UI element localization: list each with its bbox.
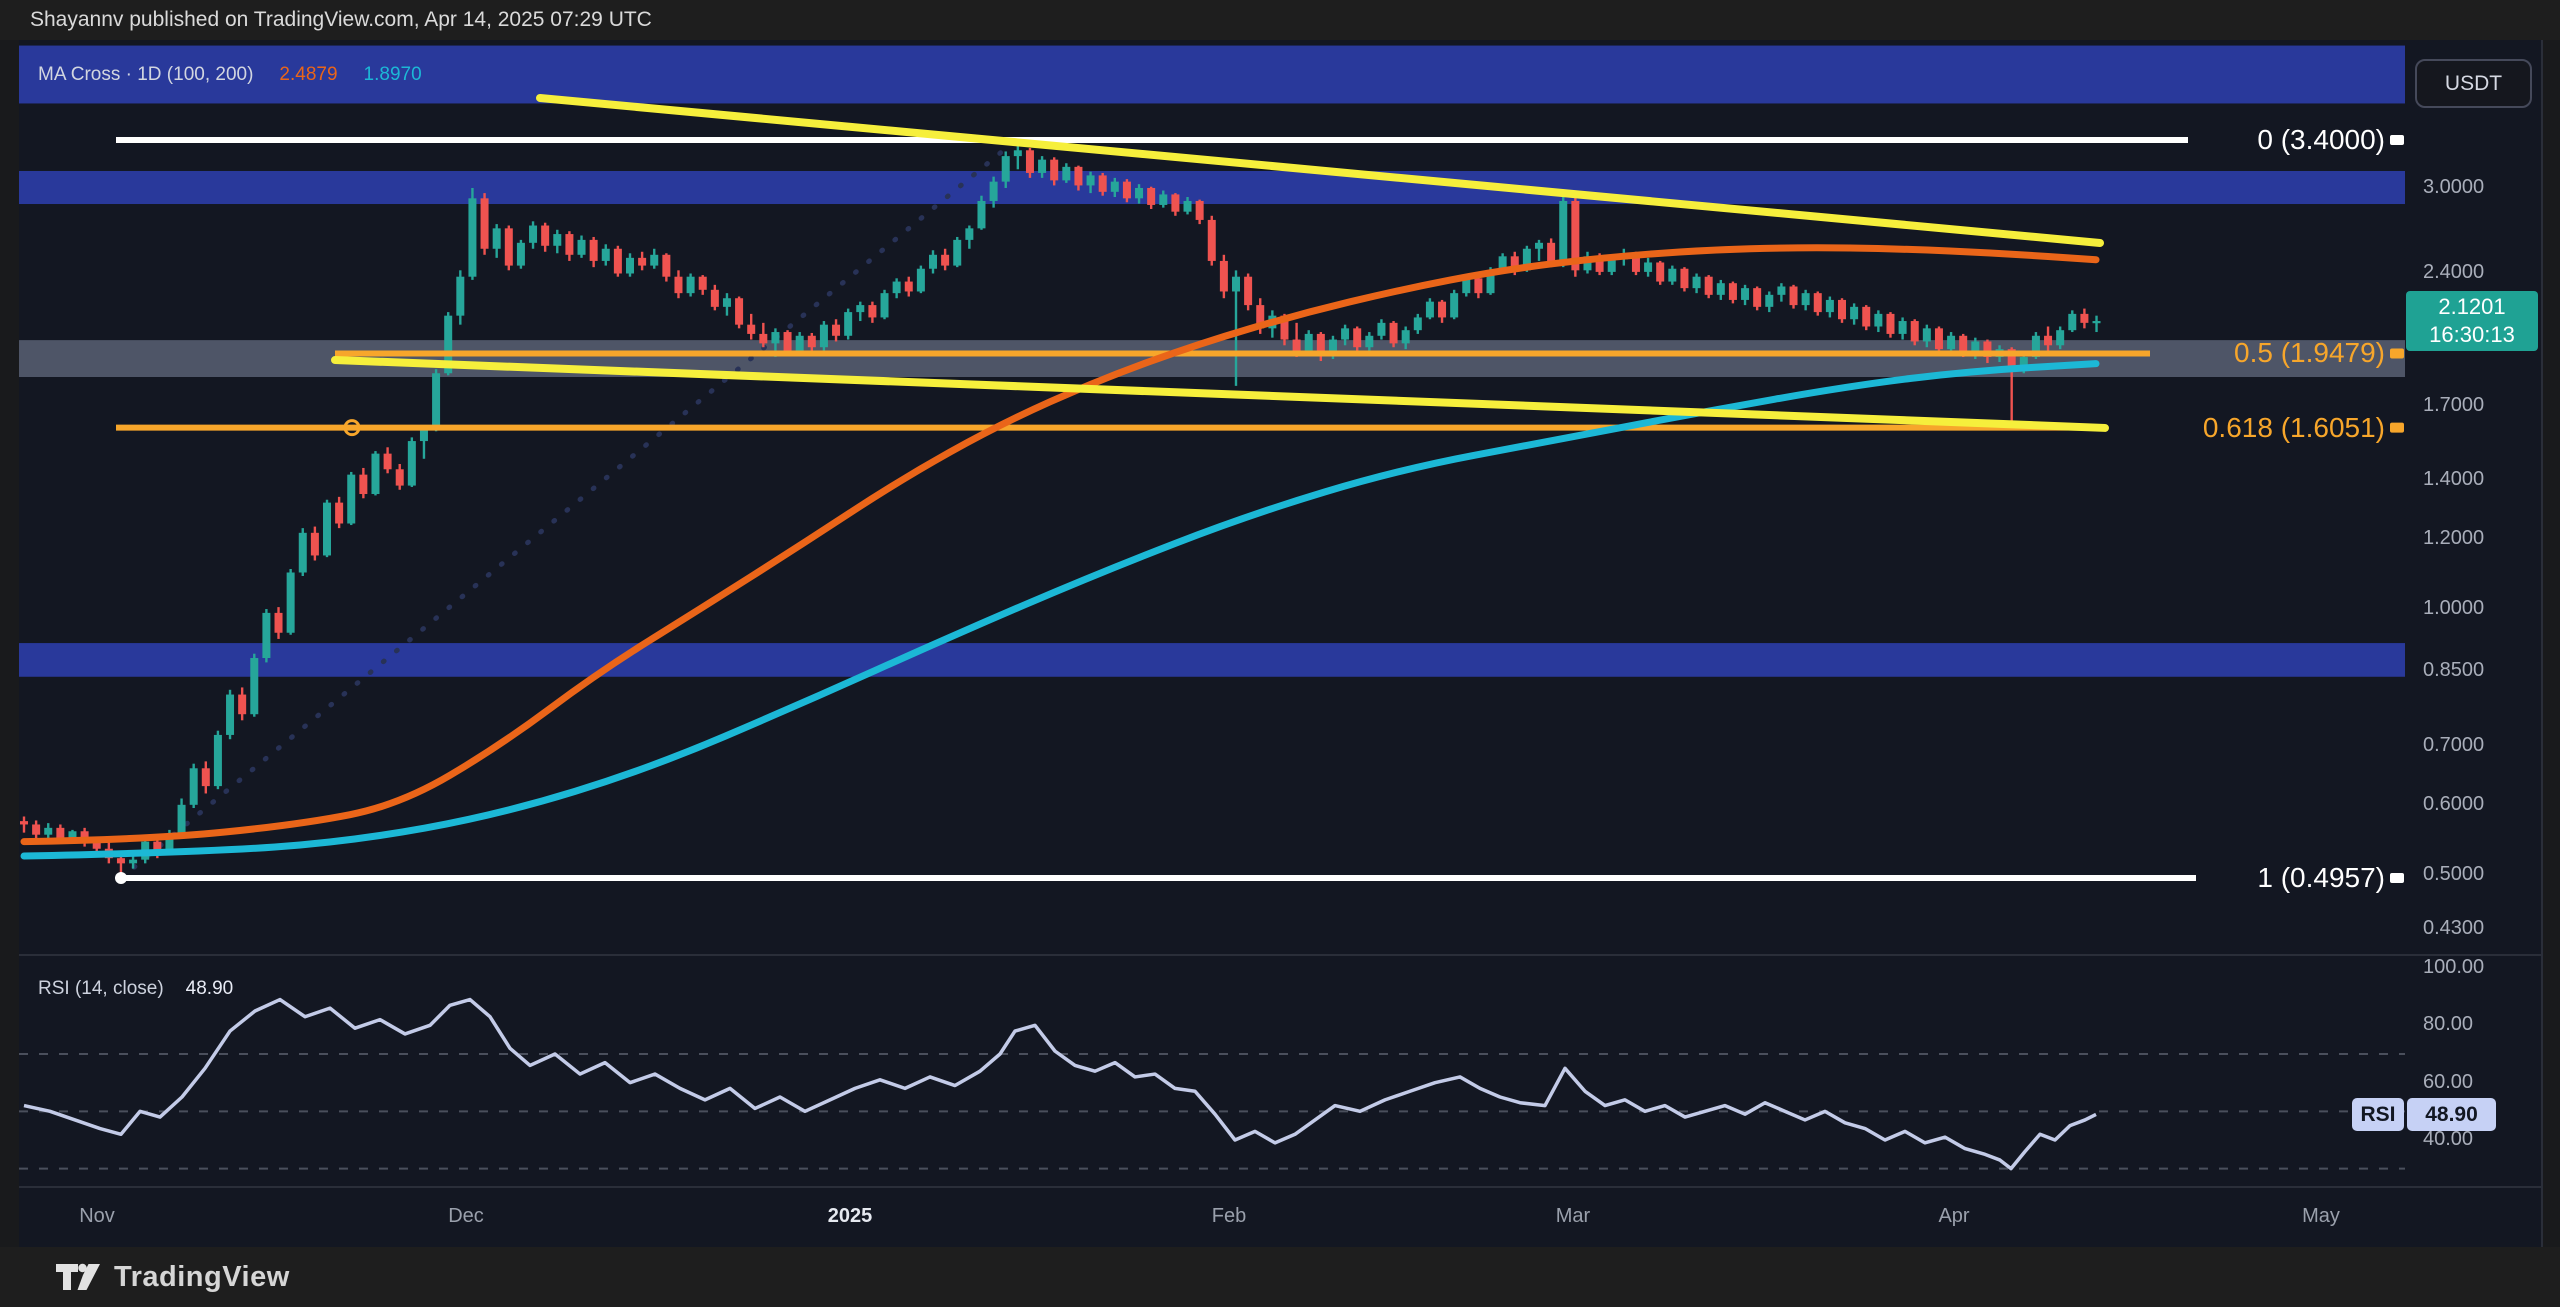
time-axis-label: Mar: [1555, 1205, 1591, 1227]
rsi-legend-title: RSI (14, close): [38, 978, 164, 999]
attribution-bar: Shayannv published on TradingView.com, A…: [0, 0, 2560, 40]
scale-tick-label: 0.4300: [2423, 916, 2485, 939]
scale-tick-label: 1.4000: [2423, 468, 2485, 491]
last-price-value: 2.1201: [2438, 294, 2506, 320]
rsi-legend[interactable]: RSI (14, close) 48.90: [38, 978, 233, 1000]
last-price-badge: 2.1201 16:30:13: [2406, 291, 2538, 352]
footer-bar: TradingView: [0, 1247, 2560, 1307]
fib-label-0[interactable]: 0 (3.4000): [2257, 124, 2385, 155]
brand-name[interactable]: TradingView: [114, 1260, 290, 1293]
ma-cross-legend-title: MA Cross · 1D (100, 200): [38, 64, 254, 85]
scale-tick-label: 80.00: [2423, 1013, 2474, 1036]
fib-label-3[interactable]: 1 (0.4957): [2257, 862, 2385, 893]
indicator-legend[interactable]: MA Cross · 1D (100, 200) 2.4879 1.8970: [38, 62, 422, 88]
scale-tick-label: 0.7000: [2423, 733, 2485, 756]
ma100-value: 2.4879: [279, 64, 338, 85]
attribution-text: Shayannv published on TradingView.com, A…: [30, 8, 652, 31]
currency-toggle-button[interactable]: USDT: [2415, 59, 2532, 108]
time-axis-label: 2025: [827, 1205, 873, 1227]
scale-tick-label: 40.00: [2423, 1128, 2474, 1150]
fib-label-2[interactable]: 0.618 (1.6051): [2202, 411, 2385, 443]
time-axis-label: Apr: [1938, 1205, 1970, 1227]
scale-tick-label: 0.8500: [2423, 659, 2485, 682]
scale-tick-label: 1.7000: [2423, 393, 2485, 416]
rsi-scale-value-chip: 48.90: [2407, 1098, 2496, 1132]
time-axis-label: May: [2302, 1205, 2340, 1227]
scale-tick-label: 0.5000: [2423, 862, 2485, 885]
scale-tick-label: 60.00: [2423, 1070, 2474, 1093]
time-axis-label: Dec: [448, 1205, 484, 1227]
scale-tick-label: 0.6000: [2423, 792, 2485, 815]
scale-tick-label: 3.0000: [2423, 175, 2485, 198]
rsi-legend-value: 48.90: [185, 978, 234, 999]
rsi-scale-label-chip: RSI: [2352, 1098, 2404, 1132]
fib-label-1[interactable]: 0.5 (1.9479): [2234, 337, 2385, 369]
scale-tick-label: 1.2000: [2423, 527, 2485, 550]
scale-tick-label: 2.4000: [2423, 261, 2485, 284]
time-axis-label: Nov: [79, 1205, 115, 1227]
time-axis[interactable]: Nov Dec 2025 Feb Mar Apr May: [19, 1187, 2542, 1247]
price-axis[interactable]: 3.0000 2.4000 1.7000 1.4000 1.2000 1.0000 0.85…: [2405, 40, 2542, 1187]
tradingview-logo-icon[interactable]: [55, 1261, 101, 1293]
scale-tick-label: 1.0000: [2423, 597, 2485, 620]
scale-tick-label: 100.00: [2423, 956, 2485, 978]
bar-countdown: 16:30:13: [2429, 322, 2515, 348]
ma200-value: 1.8970: [363, 64, 422, 85]
time-axis-label: Feb: [1211, 1205, 1247, 1227]
